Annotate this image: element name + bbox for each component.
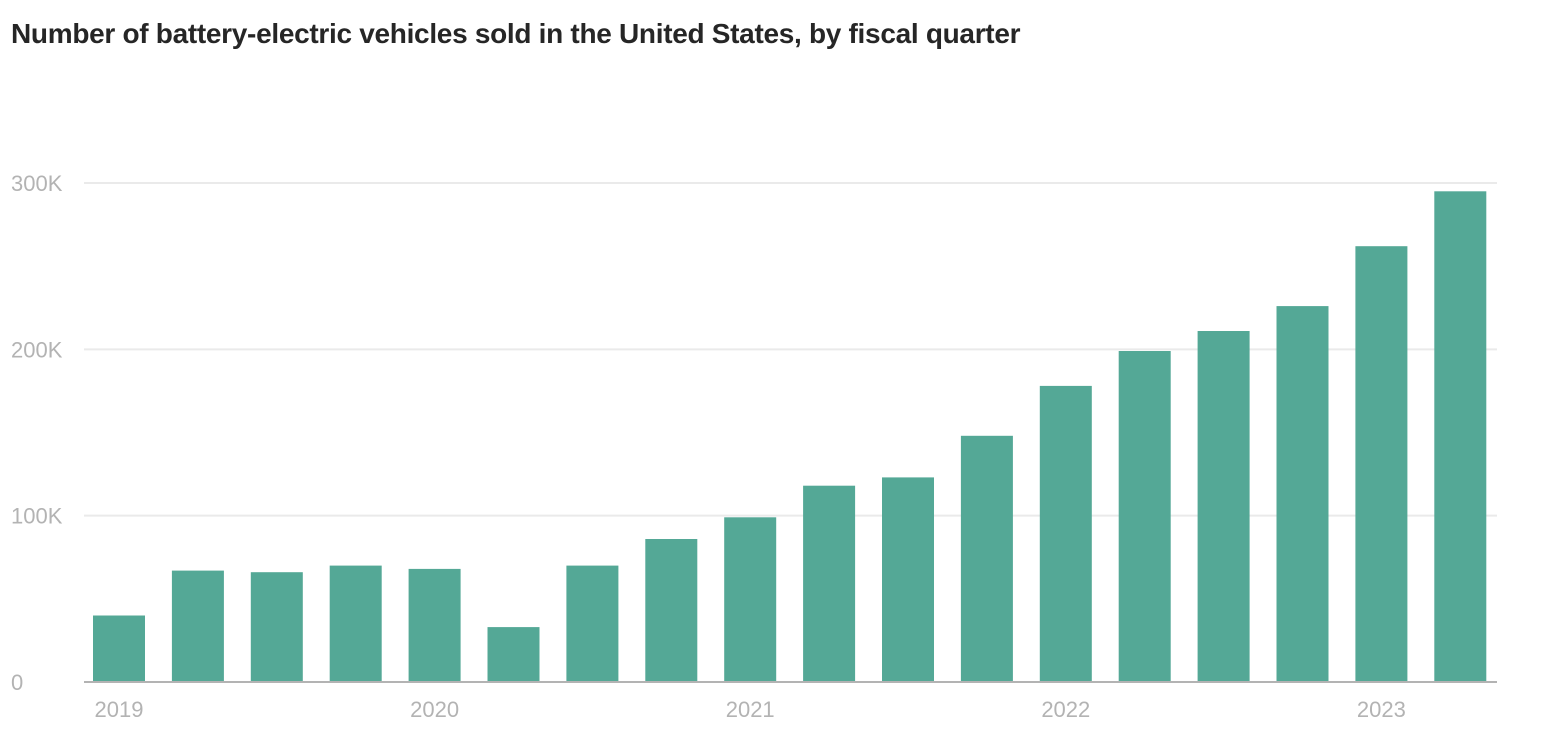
- bar: [1039, 385, 1092, 682]
- bar: [803, 485, 856, 682]
- y-tick-label: 0: [11, 670, 23, 695]
- bar: [1197, 331, 1250, 682]
- bar: [329, 565, 382, 682]
- bar: [882, 477, 934, 682]
- y-tick-label: 300K: [11, 171, 63, 196]
- gridlines: [84, 182, 1497, 517]
- bar: [1355, 246, 1408, 682]
- bar: [250, 572, 303, 682]
- bar: [487, 627, 540, 682]
- bar: [566, 565, 619, 682]
- bar: [1118, 351, 1171, 682]
- x-tick-label: 2023: [1357, 697, 1406, 722]
- bar: [171, 570, 224, 682]
- bars: [93, 191, 1487, 683]
- bar: [1434, 191, 1487, 683]
- x-tick-label: 2020: [410, 697, 459, 722]
- y-tick-label: 200K: [11, 337, 63, 362]
- bar: [1276, 306, 1329, 682]
- y-axis-ticks: 0 100K 200K 300K: [11, 171, 63, 695]
- y-tick-label: 100K: [11, 504, 63, 529]
- x-tick-label: 2021: [726, 697, 775, 722]
- bar: [408, 568, 461, 682]
- bar: [93, 615, 145, 682]
- x-axis-ticks: 2019 2020 2021 2022 2023: [95, 697, 1406, 722]
- chart-title: Number of battery-electric vehicles sold…: [11, 18, 1021, 49]
- bar: [960, 435, 1013, 682]
- bar: [645, 539, 698, 682]
- x-tick-label: 2019: [95, 697, 144, 722]
- x-tick-label: 2022: [1041, 697, 1090, 722]
- bar: [724, 517, 777, 682]
